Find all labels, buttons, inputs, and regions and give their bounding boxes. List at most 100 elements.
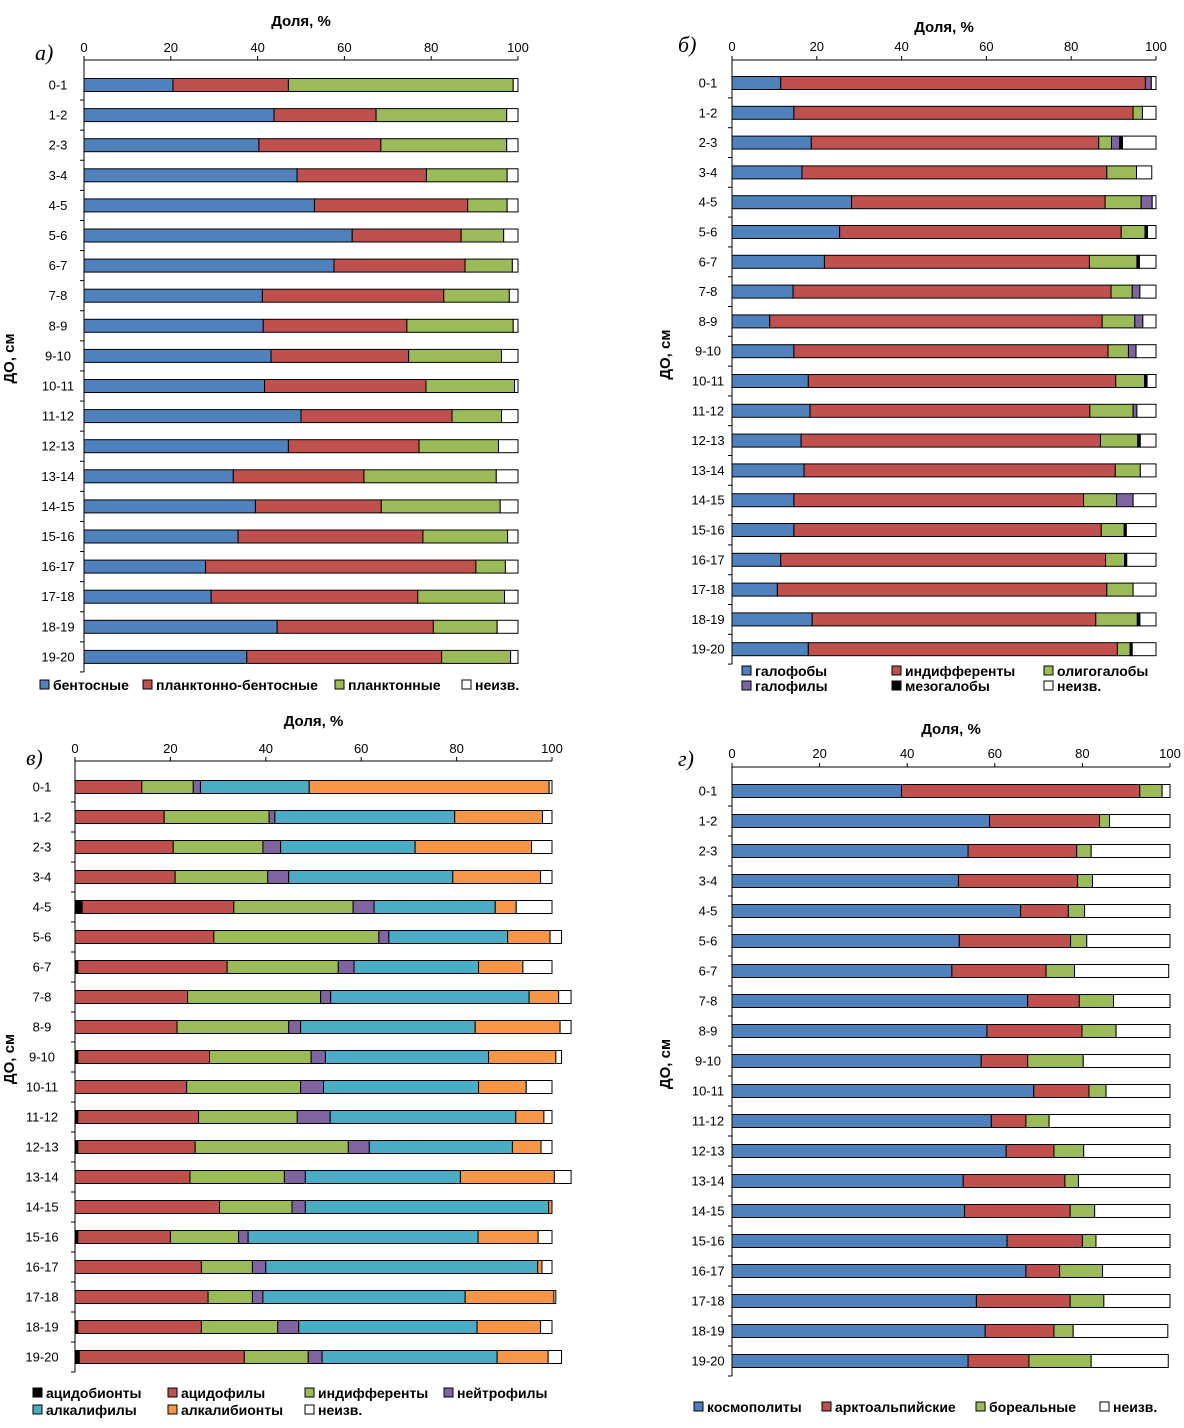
bar-segment-арктоальпийские — [901, 784, 1141, 798]
category-label: 14-15 — [25, 1200, 58, 1215]
bar-segment-бореальные — [1081, 1234, 1097, 1248]
bar-segment-алкалибионты — [507, 930, 551, 944]
bar-segment-галофобы — [731, 135, 812, 150]
bar-segment-индифференты — [776, 582, 1108, 597]
bar-segment-ацидофилы — [74, 1290, 209, 1304]
bar-segment-олигогалобы — [1107, 344, 1129, 359]
bar-segment-неизв — [497, 439, 519, 454]
bar-segment-неизв — [1147, 225, 1157, 239]
category-label: 4-5 — [33, 900, 52, 915]
bar-segment-алкалибионты — [548, 1200, 553, 1214]
bar-segment-индифференты — [198, 1110, 298, 1124]
bar-segment-нейтрофилы — [378, 930, 390, 944]
bar-segment-арктоальпийские — [1006, 1234, 1083, 1248]
bar-segment-неизв — [1077, 1174, 1171, 1188]
bar-segment-бентосные — [83, 258, 335, 273]
bar-segment-индифференты — [169, 1230, 240, 1244]
bar-segment-ацидофилы — [74, 990, 189, 1004]
bar-segment-космополиты — [731, 844, 969, 858]
bar-segment-космополиты — [731, 1324, 986, 1338]
bar-segment-неизв — [495, 469, 519, 484]
category-label: 9-10 — [695, 344, 721, 359]
category-label: 8-9 — [699, 1024, 718, 1039]
bar-segment-индифференты — [780, 76, 1146, 90]
bar-segment-неизв — [525, 1080, 553, 1094]
x-tick-label: 100 — [507, 40, 529, 55]
category-label: 13-14 — [691, 1174, 724, 1189]
bar-segment-нейтрофилы — [238, 1230, 249, 1244]
category-label: 9-10 — [695, 1054, 721, 1069]
bar-segment-ацидофилы — [74, 1170, 191, 1184]
bar-segment-алкалибионты — [454, 810, 543, 824]
bar-segment-неизв — [1139, 463, 1157, 478]
bar-segment-космополиты — [731, 874, 959, 888]
bar-segment-индифференты — [186, 1080, 302, 1094]
panel-label: в) — [26, 745, 43, 770]
category-label: 0-1 — [49, 78, 68, 93]
bar-segment-бореальные — [1053, 1144, 1085, 1158]
bar-segment-ацидофилы — [74, 1020, 178, 1034]
category-label: 8-9 — [699, 314, 718, 329]
bar-segment-нейтрофилы — [300, 1080, 325, 1094]
bar-segment-нейтрофилы — [267, 870, 290, 884]
bar-segment-бореальные — [1098, 814, 1111, 828]
bar-segment-индифференты — [200, 1320, 279, 1334]
bar-segment-неизв — [511, 258, 519, 273]
bar-segment-бореальные — [1139, 784, 1163, 798]
bar-segment-олигогалобы — [1114, 463, 1141, 478]
bar-segment-неизв — [512, 78, 519, 92]
bar-segment-космополиты — [731, 964, 953, 978]
x-tick-label: 40 — [259, 741, 273, 756]
category-label: 6-7 — [699, 964, 718, 979]
bar-segment-индифференты — [226, 960, 339, 974]
bar-segment-арктоальпийские — [958, 934, 1072, 948]
chart-svg: б) Доля, % 0 20 40 60 80 100 ДО, см 0-1 1-2 2-3 3-4 4… — [657, 19, 1167, 694]
category-label: 7-8 — [33, 990, 52, 1005]
x-tick-label: 0 — [728, 39, 735, 54]
category-label: 16-17 — [691, 1264, 724, 1279]
legend-swatch-индифференты — [891, 665, 902, 676]
bar-segment-олигогалобы — [1082, 493, 1118, 508]
bar-segment-бореальные — [1053, 1324, 1074, 1338]
legend-label: неизв. — [1057, 678, 1101, 694]
bar-segment-бентосные — [83, 649, 248, 664]
category-label: 12-13 — [691, 1144, 724, 1159]
panel-label: а) — [35, 40, 53, 65]
bar-segment-бореальные — [1067, 904, 1086, 918]
category-label: 1-2 — [699, 105, 718, 120]
bar-segment-бентосные — [83, 559, 207, 574]
bar-segment-бентосные — [83, 499, 256, 514]
bar-segment-ацидобионты — [74, 900, 83, 914]
bar-segment-алкалибионты — [308, 780, 550, 794]
bar-segment-планктонно-бентосные — [258, 138, 382, 153]
x-tick-label: 60 — [979, 39, 993, 54]
bar-segment-космополиты — [731, 1174, 964, 1188]
bar-segment-алкалибионты — [515, 1110, 545, 1124]
bar-segment-ацидофилы — [77, 960, 228, 974]
x-tick-label: 80 — [424, 40, 438, 55]
bar-segment-олигогалобы — [1098, 135, 1112, 150]
bar-segment-неизв — [543, 1110, 553, 1124]
x-tick-label: 100 — [1159, 746, 1181, 761]
bar-segment-галофобы — [731, 612, 813, 627]
bar-segment-неизв — [1141, 105, 1157, 120]
bar-segment-алкалифилы — [298, 1320, 478, 1334]
bar-segment-индифференты — [793, 105, 1134, 120]
category-label: 15-16 — [25, 1230, 58, 1245]
bar-segment-алкалифилы — [324, 1050, 490, 1064]
bar-segment-ацидофилы — [74, 1260, 202, 1274]
bar-segment-неизв — [501, 409, 519, 424]
bar-segment-бореальные — [1045, 964, 1076, 978]
legend-label: космополиты — [707, 1399, 802, 1415]
chart-panel-a: а) Доля, % 0 20 40 60 80 100 ДО, см 0-1 1-2 2-3 3-4 4… — [0, 0, 560, 700]
legend-swatch-алкалибионты — [167, 1404, 178, 1415]
bar-segment-нейтрофилы — [277, 1320, 300, 1334]
bar-segment-алкалифилы — [262, 1290, 466, 1304]
bar-segment-индифференты — [823, 254, 1090, 269]
bar-segment-неизв — [1135, 344, 1157, 359]
bar-segment-планктонно-бентосные — [273, 108, 377, 123]
bar-segment-алкалифилы — [321, 1350, 498, 1364]
bar-segment-планктонные — [375, 108, 508, 123]
bar-segment-галофобы — [731, 284, 794, 299]
bar-segment-бентосные — [83, 379, 266, 393]
